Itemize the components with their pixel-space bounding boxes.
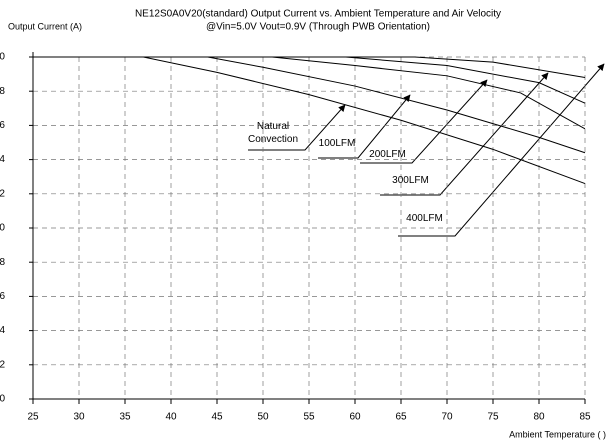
series-label: 200LFM xyxy=(369,149,406,160)
x-tick-label: 70 xyxy=(441,412,453,423)
x-axis-label: Ambient Temperature ( ) xyxy=(509,429,606,439)
x-tick-label: 75 xyxy=(487,412,499,423)
series-label: 100LFM xyxy=(318,138,356,149)
y-tick-label: 0 xyxy=(0,394,5,405)
y-tick-label: 8 xyxy=(0,257,5,268)
x-tick-label: 80 xyxy=(533,412,545,423)
series-label: Natural Convection xyxy=(247,121,299,145)
y-tick-label: 4 xyxy=(0,325,5,336)
x-tick-label: 85 xyxy=(579,412,591,423)
x-tick-label: 50 xyxy=(257,412,269,423)
x-tick-label: 60 xyxy=(349,412,361,423)
chart-subtitle: @Vin=5.0V Vout=0.9V (Through PWB Orienta… xyxy=(206,22,430,33)
x-tick-label: 40 xyxy=(165,412,177,423)
x-tick-label: 25 xyxy=(27,412,39,423)
y-tick-label: 16 xyxy=(0,120,5,131)
y-tick-label: 14 xyxy=(0,154,5,165)
y-tick-label: 2 xyxy=(0,359,5,370)
chart-title: NE12S0A0V20(standard) Output Current vs.… xyxy=(135,9,501,20)
y-tick-label: 12 xyxy=(0,188,5,199)
y-tick-label: 6 xyxy=(0,291,5,302)
x-tick-label: 45 xyxy=(211,412,223,423)
y-axis-label: Output Current (A) xyxy=(8,21,82,31)
series-line xyxy=(33,56,586,79)
x-tick-label: 30 xyxy=(73,412,85,423)
y-tick-label: 10 xyxy=(0,223,5,234)
y-tick-label: 18 xyxy=(0,86,5,97)
series-label: 300LFM xyxy=(392,175,429,186)
y-tick-label: 20 xyxy=(0,52,5,63)
annotation-arrows xyxy=(248,63,605,237)
x-tick-label: 35 xyxy=(119,412,131,423)
x-tick-label: 65 xyxy=(395,412,407,423)
series-label: 400LFM xyxy=(406,213,443,224)
x-tick-label: 55 xyxy=(303,412,315,423)
